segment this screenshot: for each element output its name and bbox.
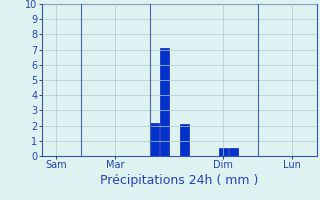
Bar — [219, 148, 228, 156]
Bar — [229, 148, 238, 156]
Bar — [150, 123, 159, 156]
X-axis label: Précipitations 24h ( mm ): Précipitations 24h ( mm ) — [100, 174, 258, 187]
Bar — [180, 124, 188, 156]
Bar — [160, 48, 169, 156]
